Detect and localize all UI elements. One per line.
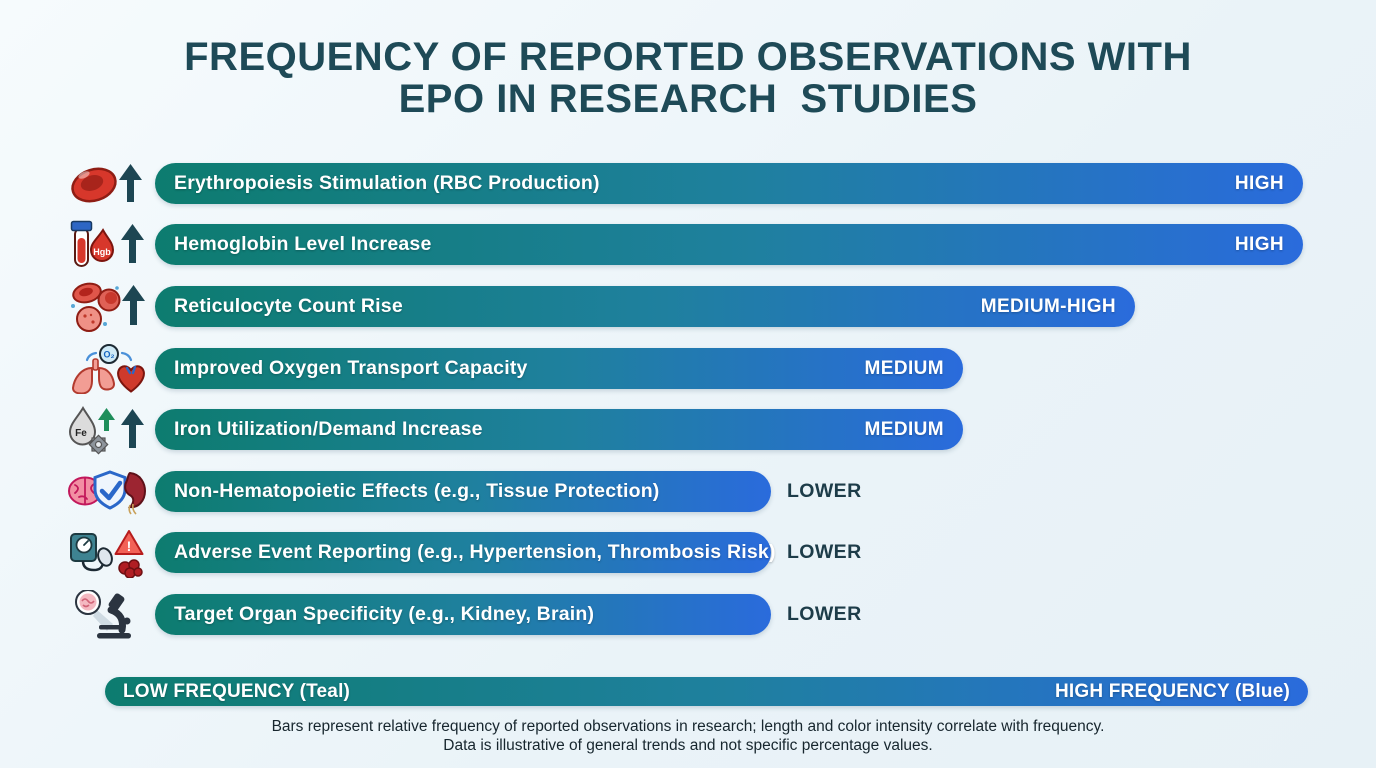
- svg-text:O₂: O₂: [104, 349, 115, 359]
- frequency-level-label: LOWER: [787, 541, 862, 563]
- red-blood-cell-up-icon: [66, 157, 152, 210]
- bar-row-hemoglobin: Hgb Hemoglobin Level Increase HIGH: [0, 220, 1376, 267]
- frequency-level-label: MEDIUM: [864, 357, 944, 379]
- bar-label: Improved Oxygen Transport Capacity: [174, 357, 528, 379]
- footnote-line-2: Data is illustrative of general trends a…: [443, 737, 933, 755]
- iron-drop-gear-up-icon: Fe: [66, 403, 152, 456]
- svg-text:!: !: [127, 538, 132, 554]
- bar-label: Reticulocyte Count Rise: [174, 295, 403, 317]
- microscope-tissue-icon: [66, 588, 152, 641]
- bar-row-target-organ: Target Organ Specificity (e.g., Kidney, …: [0, 589, 1376, 638]
- bar-row-adverse-events: ! Adverse Event Reporting (e.g., Hyperte…: [0, 529, 1376, 578]
- frequency-legend-bar: LOW FREQUENCY (Teal) HIGH FREQUENCY (Blu…: [105, 677, 1308, 706]
- hemoglobin-tube-drop-up-icon: Hgb: [66, 218, 152, 271]
- legend-high-label: HIGH FREQUENCY (Blue): [1054, 680, 1290, 702]
- frequency-level-label: LOWER: [787, 603, 862, 625]
- frequency-level-label: HIGH: [1234, 233, 1284, 255]
- reticulocytes-up-icon: [66, 280, 152, 333]
- bar-row-non-hematopoietic: Non-Hematopoietic Effects (e.g., Tissue …: [0, 469, 1376, 515]
- frequency-bar: Non-Hematopoietic Effects (e.g., Tissue …: [155, 471, 771, 512]
- title-line-1: FREQUENCY OF REPORTED OBSERVATIONS WITH: [184, 35, 1192, 79]
- page-title: FREQUENCY OF REPORTED OBSERVATIONS WITH …: [0, 36, 1376, 120]
- footnote-line-1: Bars represent relative frequency of rep…: [271, 718, 1105, 735]
- blood-pressure-warning-clot-icon: !: [66, 526, 152, 579]
- bar-label: Target Organ Specificity (e.g., Kidney, …: [174, 603, 595, 625]
- title-line-2: EPO IN RESEARCH STUDIES: [398, 77, 978, 121]
- frequency-bar: Reticulocyte Count Rise MEDIUM-HIGH: [155, 286, 1135, 327]
- brain-shield-kidney-icon: [66, 465, 152, 518]
- bar-row-reticulocyte: Reticulocyte Count Rise MEDIUM-HIGH: [0, 282, 1376, 332]
- frequency-level-label: MEDIUM-HIGH: [980, 295, 1116, 317]
- frequency-level-label: LOWER: [787, 480, 862, 502]
- bar-label: Adverse Event Reporting (e.g., Hypertens…: [174, 541, 776, 563]
- frequency-level-label: HIGH: [1234, 172, 1284, 194]
- footnote: Bars represent relative frequency of rep…: [0, 717, 1376, 756]
- legend-low-label: LOW FREQUENCY (Teal): [123, 680, 351, 702]
- svg-text:Fe: Fe: [75, 428, 87, 439]
- frequency-bar: Target Organ Specificity (e.g., Kidney, …: [155, 594, 771, 635]
- frequency-bar: Adverse Event Reporting (e.g., Hypertens…: [155, 532, 775, 573]
- bar-row-oxygen-transport: O₂ Improved Oxygen Transport Capacity ME…: [0, 343, 1376, 394]
- bar-row-iron-utilization: Fe Iron Utilization/Demand Increase MEDI…: [0, 405, 1376, 455]
- frequency-bar: Iron Utilization/Demand Increase MEDIUM: [155, 409, 963, 450]
- frequency-bar: Hemoglobin Level Increase HIGH: [155, 224, 1303, 265]
- lungs-oxygen-heart-icon: O₂: [66, 342, 152, 395]
- bar-label: Iron Utilization/Demand Increase: [174, 418, 483, 440]
- bar-label: Non-Hematopoietic Effects (e.g., Tissue …: [174, 480, 660, 502]
- bar-row-erythropoiesis: Erythropoiesis Stimulation (RBC Producti…: [0, 163, 1376, 204]
- bar-label: Erythropoiesis Stimulation (RBC Producti…: [174, 172, 600, 194]
- frequency-bar: Improved Oxygen Transport Capacity MEDIU…: [155, 348, 963, 389]
- frequency-bar: Erythropoiesis Stimulation (RBC Producti…: [155, 163, 1303, 204]
- svg-text:Hgb: Hgb: [93, 247, 111, 257]
- bar-label: Hemoglobin Level Increase: [174, 233, 432, 255]
- frequency-level-label: MEDIUM: [864, 418, 944, 440]
